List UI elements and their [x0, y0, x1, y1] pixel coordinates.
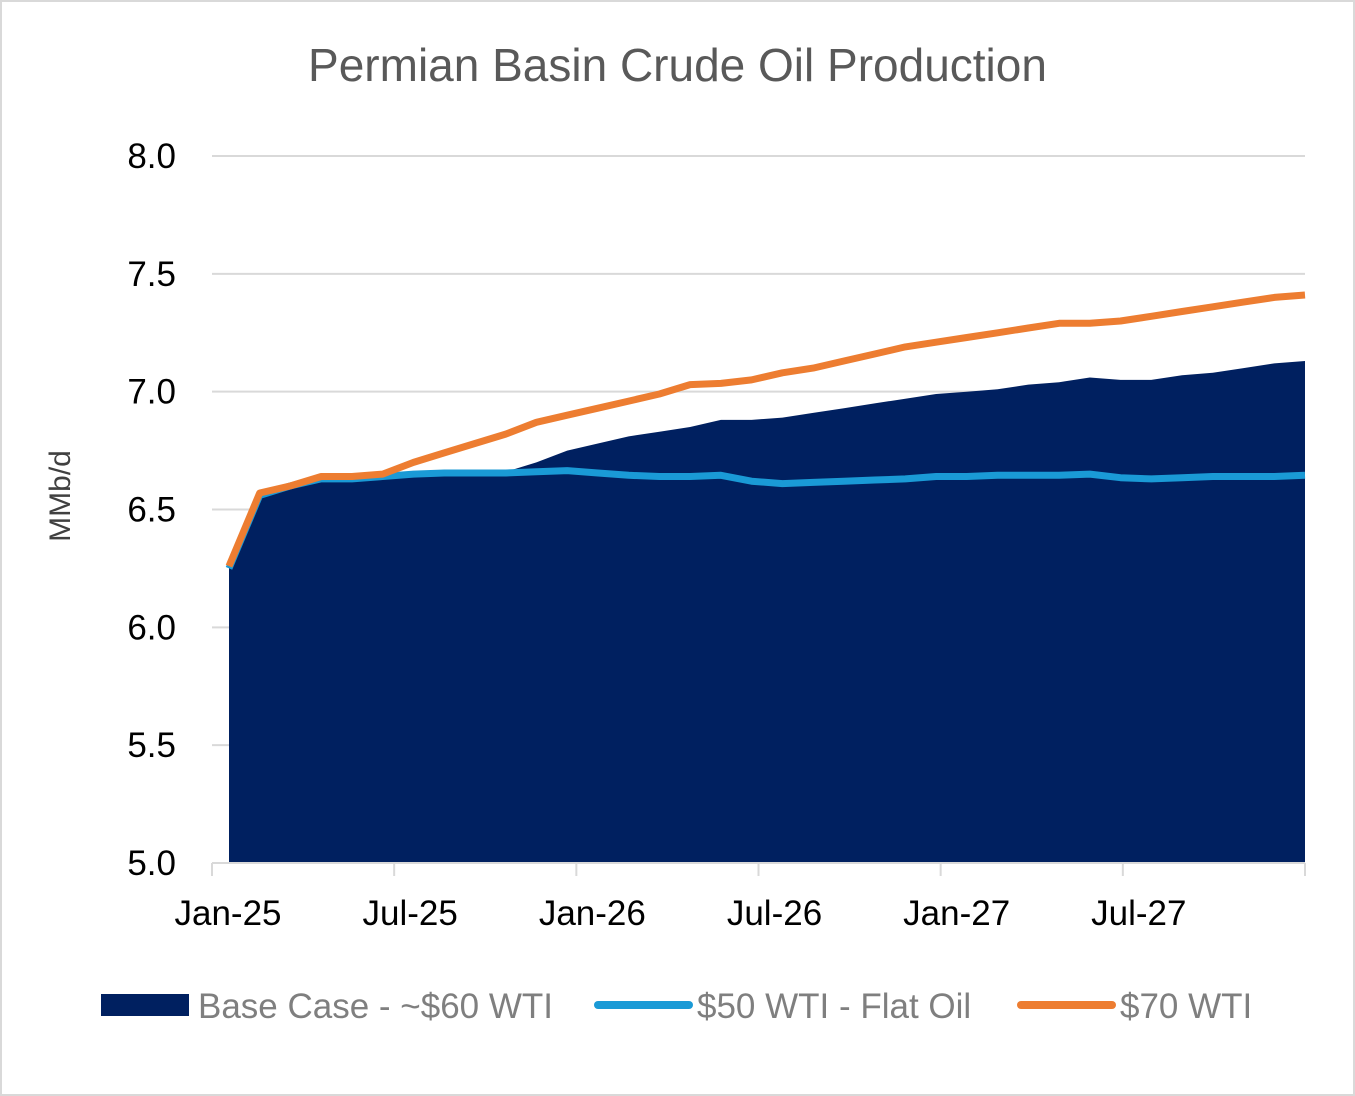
y-tick-label: 5.0 — [127, 844, 176, 883]
legend-label: $50 WTI - Flat Oil — [697, 987, 971, 1026]
x-tick-label: Jul-27 — [1091, 894, 1186, 933]
legend-label: Base Case - ~$60 WTI — [198, 987, 553, 1026]
axis-layer: 5.0 5.5 6.0 6.5 7.0 7.5 8.0 Jan-25 Jul-25 Jan-26 J… — [127, 137, 1306, 933]
x-tick-label: Jan-25 — [174, 894, 281, 933]
series-line-70-wti — [225, 291, 1306, 568]
y-tick-label: 5.5 — [127, 726, 176, 765]
x-tick-label: Jul-25 — [363, 894, 458, 933]
legend-swatch-area — [101, 994, 189, 1016]
y-axis-title: MMb/d — [44, 450, 77, 542]
area-layer — [229, 361, 1305, 863]
legend-label: $70 WTI — [1120, 987, 1252, 1026]
chart-title: Permian Basin Crude Oil Production — [308, 39, 1047, 91]
x-tick-label: Jul-26 — [727, 894, 822, 933]
series-line-50-wti — [225, 467, 1306, 570]
lines-layer — [225, 291, 1306, 570]
x-tick-label: Jan-26 — [539, 894, 646, 933]
y-tick-label: 6.0 — [127, 608, 176, 647]
x-tick-label: Jan-27 — [903, 894, 1010, 933]
series-area-base-case — [229, 361, 1305, 863]
legend: Base Case - ~$60 WTI $50 WTI - Flat Oil $7… — [101, 987, 1252, 1026]
y-tick-label: 7.0 — [127, 373, 176, 412]
y-tick-label: 7.5 — [127, 255, 176, 294]
y-tick-label: 8.0 — [127, 137, 176, 176]
y-tick-label: 6.5 — [127, 491, 176, 530]
